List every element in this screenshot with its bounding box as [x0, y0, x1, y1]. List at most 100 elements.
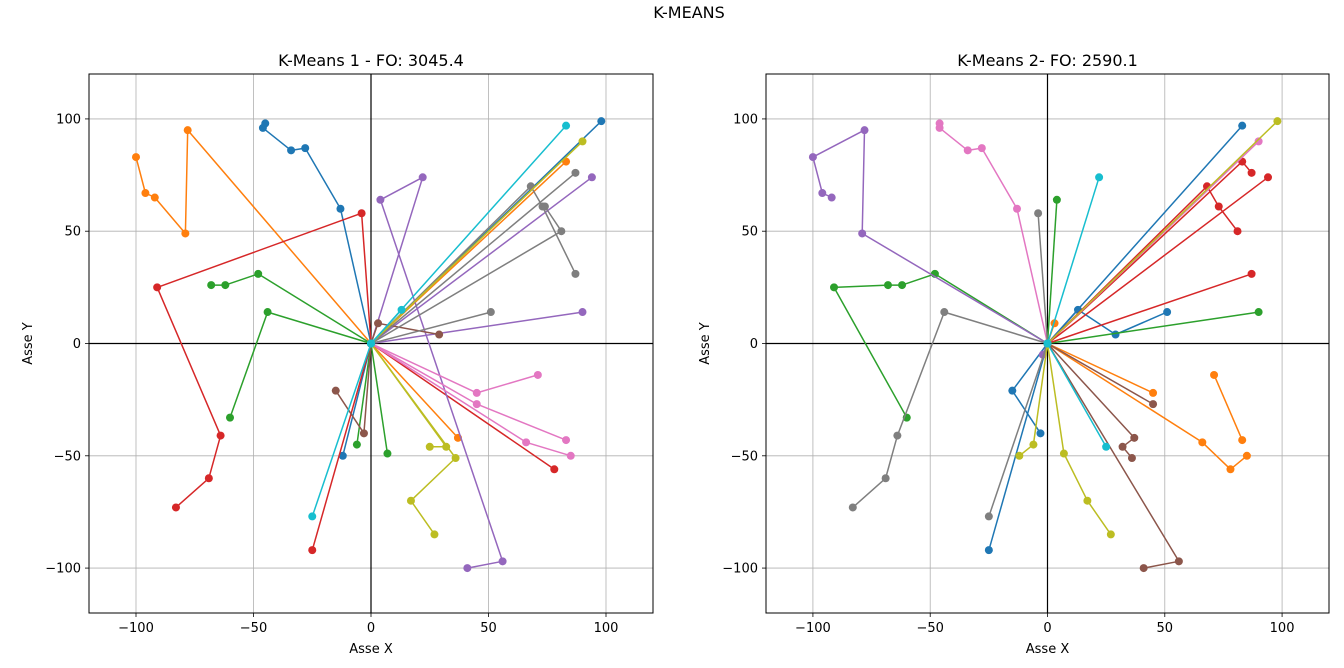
data-point [254, 269, 263, 278]
data-point [1043, 339, 1052, 348]
data-point [893, 431, 902, 440]
data-point [898, 281, 907, 290]
series-line [1046, 309, 1168, 345]
data-point [359, 429, 368, 438]
data-point [587, 173, 596, 182]
y-tick-label: −50 [731, 449, 758, 464]
data-point [383, 449, 392, 458]
data-point [858, 229, 867, 238]
data-point [578, 308, 587, 317]
x-tick-label: 50 [480, 621, 497, 636]
data-point [1036, 429, 1045, 438]
data-point [522, 438, 531, 447]
data-point [331, 386, 340, 395]
subplot-2: −100 −50 0 50 100 −100 −50 0 50 100 K-Means 2- FO:… [698, 51, 1330, 657]
series-line [370, 176, 593, 345]
data-point [827, 193, 836, 202]
data-point [308, 512, 317, 521]
figure-title: K-MEANS [653, 3, 725, 22]
x-tick-label: 0 [1043, 621, 1051, 636]
y-tick-label: 50 [741, 225, 758, 240]
series-line [311, 343, 372, 517]
data-point [1198, 438, 1207, 447]
series-line [1046, 343, 1112, 535]
data-point [1127, 454, 1136, 463]
series-line [988, 343, 1049, 517]
data-point [376, 195, 385, 204]
data-point [963, 146, 972, 155]
data-point [486, 308, 495, 317]
series-line [370, 342, 539, 394]
data-point [357, 209, 366, 218]
series-line [833, 273, 1048, 418]
data-point [808, 153, 817, 162]
data-point [463, 564, 472, 573]
series-line [370, 172, 576, 345]
series-line [156, 212, 372, 508]
data-point [597, 117, 606, 126]
data-point [562, 121, 571, 130]
x-tick-label: −50 [240, 621, 267, 636]
series-line [370, 185, 577, 345]
y-tick-label: −100 [45, 562, 81, 577]
data-point [204, 474, 213, 483]
data-point [287, 146, 296, 155]
x-tick-label: 100 [1270, 621, 1295, 636]
series-line [370, 311, 492, 345]
series-line [229, 311, 372, 418]
data-point [562, 436, 571, 445]
data-point [141, 189, 150, 198]
series-group [132, 117, 606, 573]
data-point [226, 413, 234, 422]
data-point [1052, 195, 1061, 204]
data-point [566, 451, 575, 460]
series-line [1046, 342, 1136, 459]
data-point [883, 281, 892, 290]
x-tick-label: −50 [916, 621, 943, 636]
data-point [263, 308, 272, 317]
data-point [150, 193, 159, 202]
data-point [940, 308, 949, 317]
data-point [1163, 308, 1172, 317]
data-point [1008, 386, 1017, 395]
data-point [153, 283, 162, 292]
data-point [848, 503, 857, 512]
y-tick-label: 50 [64, 225, 81, 240]
series-line [135, 129, 372, 344]
series-line [370, 343, 389, 454]
series-line [1046, 343, 1107, 448]
x-tick-label: −100 [795, 621, 831, 636]
data-point [540, 202, 549, 211]
x-tick-label: 0 [367, 621, 375, 636]
data-point [1139, 564, 1148, 573]
series-line [1047, 342, 1154, 405]
data-point [1226, 465, 1235, 474]
x-tick-label: 100 [594, 621, 619, 636]
data-point [132, 153, 140, 162]
data-point [1247, 168, 1256, 177]
data-point [1149, 388, 1158, 397]
series-line [356, 343, 372, 445]
data-point [430, 530, 439, 539]
x-axis-label: Asse X [1026, 642, 1070, 657]
series-line [370, 311, 583, 345]
data-point [1238, 436, 1247, 445]
data-point [818, 189, 827, 198]
data-point [207, 281, 216, 290]
data-point [1015, 451, 1024, 460]
series-group [808, 117, 1282, 573]
data-point [1242, 451, 1251, 460]
data-point [1118, 442, 1127, 451]
y-axis-label: Asse Y [698, 322, 713, 365]
data-point [1233, 227, 1242, 236]
data-point [216, 431, 225, 440]
data-point [571, 168, 580, 177]
series-line [370, 342, 555, 470]
series-line [1213, 374, 1243, 441]
data-point [374, 319, 383, 328]
data-point [1029, 440, 1038, 449]
data-point [451, 454, 460, 463]
series-line [988, 343, 1049, 551]
data-point [1130, 433, 1139, 442]
